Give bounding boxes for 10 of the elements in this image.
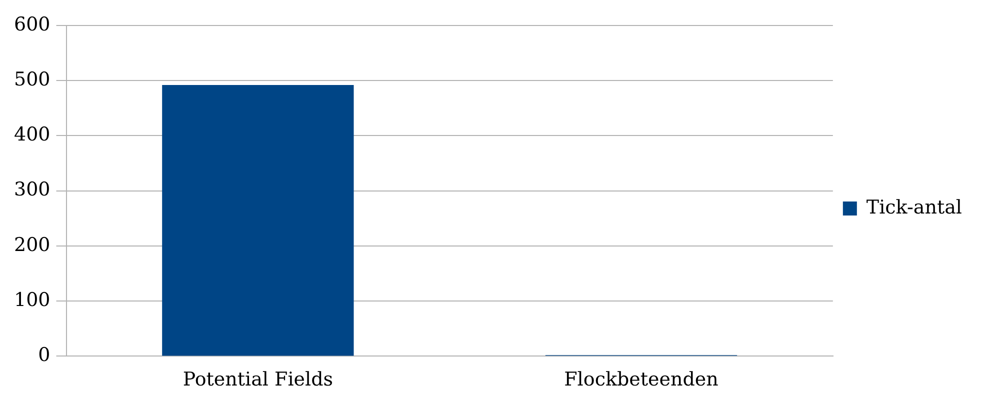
y-tick-label: 400 xyxy=(14,124,50,146)
y-tick-label: 500 xyxy=(14,68,50,90)
y-tick-label: 300 xyxy=(14,178,50,201)
y-tick-label: 200 xyxy=(14,234,50,256)
legend-label: Tick-antal xyxy=(866,196,962,218)
y-tick-label: 0 xyxy=(38,344,50,366)
y-tick-label: 600 xyxy=(14,13,50,36)
x-tick-label: Flockbeteenden xyxy=(564,368,718,391)
y-tick-label: 100 xyxy=(14,289,50,312)
x-tick-label: Potential Fields xyxy=(182,368,334,391)
